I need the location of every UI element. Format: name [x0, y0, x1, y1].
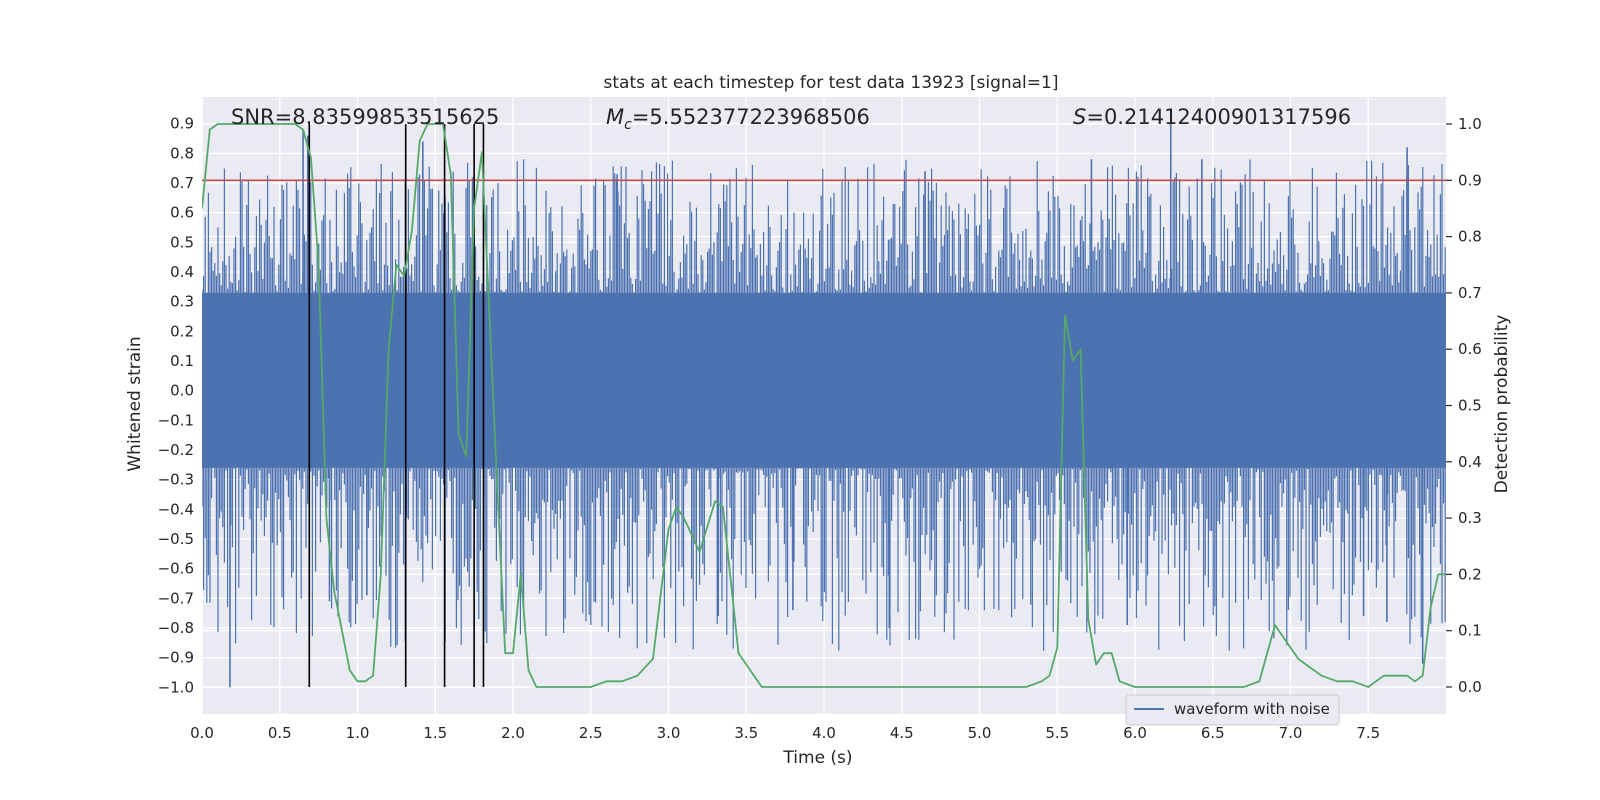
chirp-mass-annotation: Mc=5.552377223968506 — [606, 105, 870, 133]
y2-tick-label: 0.5 — [1458, 397, 1482, 415]
x-tick-label: 4.0 — [812, 724, 836, 742]
y2-axis-ticks: 1.0 0.9 0.8 0.7 0.6 0.5 0.4 0.3 0.2 0.1 0.0 — [1446, 115, 1482, 696]
x-tick-label: 1.5 — [423, 724, 447, 742]
y-tick-label: 0.3 — [170, 293, 194, 311]
y-axis-label: Whitened strain — [125, 336, 145, 471]
legend-label: waveform with noise — [1174, 700, 1330, 718]
y2-tick-label: 0.2 — [1458, 565, 1482, 583]
y-tick-label: −0.3 — [158, 471, 194, 489]
legend: waveform with noise — [1125, 694, 1340, 726]
probability-series — [202, 123, 1446, 688]
waveform-noise — [202, 159, 1446, 651]
y-tick-label: 0.2 — [170, 322, 194, 340]
x-tick-label: 2.5 — [579, 724, 603, 742]
x-tick-label: 5.0 — [968, 724, 992, 742]
y-tick-label: −0.1 — [158, 411, 194, 429]
y2-tick-label: 0.0 — [1458, 678, 1482, 696]
x-tick-label: 6.5 — [1201, 724, 1225, 742]
x-tick-label: 6.0 — [1123, 724, 1147, 742]
y-tick-label: 0.6 — [170, 204, 194, 222]
y-tick-label: −0.2 — [158, 441, 194, 459]
y-tick-label: −0.6 — [158, 560, 194, 578]
y2-tick-label: 0.6 — [1458, 340, 1482, 358]
legend-box — [1125, 694, 1340, 726]
x-tick-label: 3.5 — [734, 724, 758, 742]
x-tick-label: 7.0 — [1279, 724, 1303, 742]
y-tick-label: 0.1 — [170, 352, 194, 370]
y2-tick-label: 1.0 — [1458, 115, 1482, 133]
x-tick-label: 7.5 — [1356, 724, 1380, 742]
y2-tick-label: 0.4 — [1458, 453, 1482, 471]
y-tick-label: 0.5 — [170, 233, 194, 251]
x-tick-label: 0.5 — [268, 724, 292, 742]
y-tick-label: 0.7 — [170, 174, 194, 192]
y-tick-label: 0.9 — [170, 115, 194, 133]
y-tick-label: −0.7 — [158, 589, 194, 607]
x-axis-label: Time (s) — [782, 748, 852, 768]
x-axis-ticks: 0.0 0.5 1.0 1.5 2.0 2.5 3.0 3.5 4.0 4.5 5.0 5.5 6.0 6… — [190, 724, 1380, 742]
y-tick-label: −1.0 — [158, 678, 194, 696]
y-tick-label: −0.8 — [158, 619, 194, 637]
chirp-mass-value: =5.552377223968506 — [632, 105, 870, 129]
y2-tick-label: 0.3 — [1458, 509, 1482, 527]
y-tick-label: 0.0 — [170, 382, 194, 400]
s-annotation: S=0.21412400901317596 — [1073, 105, 1351, 129]
y2-tick-label: 0.9 — [1458, 171, 1482, 189]
snr-annotation: SNR=8.83599853515625 — [231, 105, 499, 129]
x-tick-label: 3.0 — [657, 724, 681, 742]
y-tick-label: −0.4 — [158, 500, 194, 518]
y2-axis-label: Detection probability — [1492, 315, 1512, 494]
x-tick-label: 2.0 — [501, 724, 525, 742]
waveform-series — [202, 123, 1446, 688]
x-tick-label: 4.5 — [890, 724, 914, 742]
y-tick-label: 0.8 — [170, 144, 194, 162]
y-axis-ticks: 0.9 0.8 0.7 0.6 0.5 0.4 0.3 0.2 0.1 0.0 −0.1 −0.2 −0… — [158, 115, 194, 697]
probability-line — [202, 123, 1446, 688]
x-tick-label: 1.0 — [346, 724, 370, 742]
chart-title: stats at each timestep for test data 139… — [604, 73, 1059, 93]
y-tick-label: 0.4 — [170, 263, 194, 281]
y2-tick-label: 0.7 — [1458, 284, 1482, 302]
y-tick-label: −0.9 — [158, 649, 194, 667]
x-tick-label: 5.5 — [1045, 724, 1069, 742]
x-tick-label: 0.0 — [190, 724, 214, 742]
s-value: =0.21412400901317596 — [1086, 105, 1351, 129]
y-tick-label: −0.5 — [158, 530, 194, 548]
y2-tick-label: 0.8 — [1458, 228, 1482, 246]
y2-tick-label: 0.1 — [1458, 622, 1482, 640]
